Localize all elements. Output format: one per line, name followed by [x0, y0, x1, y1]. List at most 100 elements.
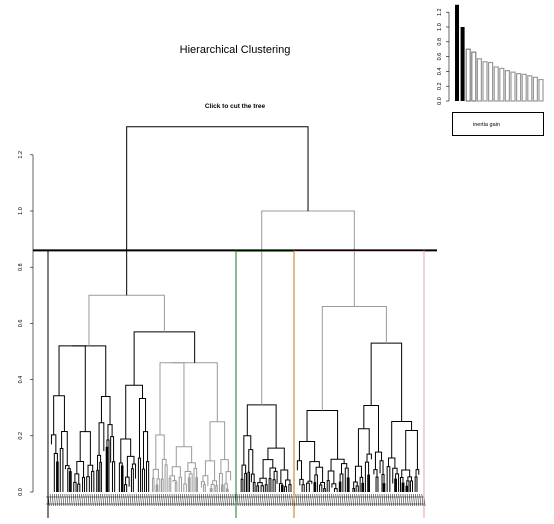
- dendrogram-branch: [285, 479, 291, 487]
- dendrogram-branch: [225, 471, 232, 484]
- dendrogram-branch: [244, 472, 248, 492]
- dendrogram-branch: [267, 447, 285, 470]
- cut-instruction: Click to cut the tree: [204, 103, 266, 110]
- dendrogram-branch: [259, 477, 267, 485]
- dendrogram-branch: [374, 451, 383, 470]
- dendrogram-branch: [284, 486, 288, 492]
- dendrogram-branch: [99, 461, 102, 492]
- dendrogram-branch: [64, 465, 70, 470]
- dendrogram-branch: [187, 462, 196, 472]
- dendrogram-branch: [334, 488, 338, 492]
- dendrogram-branch: [273, 470, 278, 484]
- dendrogram-branch: [79, 431, 91, 466]
- dendrogram-branch: [352, 488, 355, 492]
- inertia-bar: [510, 71, 516, 102]
- dendrogram-branch: [247, 471, 251, 492]
- dendrogram-branch: [268, 478, 272, 492]
- dendrogram-y-tick-label: 1.0: [18, 207, 24, 215]
- inset-y-tick-label: 1.0: [437, 23, 443, 31]
- dendrogram-branch: [156, 478, 161, 492]
- dendrogram-branch: [174, 481, 178, 492]
- dendrogram-branch: [120, 438, 132, 463]
- dendrogram-branch: [50, 434, 57, 454]
- dendrogram-branch: [278, 483, 283, 492]
- inset-y-tick-label: 0.4: [437, 68, 443, 76]
- inertia-legend: inertia gain: [452, 112, 544, 136]
- inset-y-tick-label: 0.6: [437, 53, 443, 61]
- dendrogram-branch: [215, 485, 218, 492]
- inertia-bar: [532, 76, 539, 102]
- dendrogram-branch: [138, 397, 147, 459]
- inertia-bar: [471, 51, 477, 102]
- dendrogram-branch: [355, 485, 359, 492]
- dendrogram-branch: [76, 461, 85, 478]
- dendrogram-branch: [339, 473, 344, 492]
- dendrogram-branch: [125, 384, 144, 439]
- dendrogram-branch: [172, 479, 177, 483]
- dendrogram-branch: [204, 460, 216, 481]
- dendrogram-branch: [61, 431, 68, 466]
- dendrogram-branch: [261, 210, 355, 405]
- dendrogram-branch: [326, 480, 330, 492]
- inset-y-tick-label: 0.8: [437, 38, 443, 46]
- dendrogram-branch: [331, 483, 337, 489]
- dendrogram-branch: [91, 470, 95, 492]
- dendrogram-branch: [175, 446, 193, 467]
- dendrogram-branch: [246, 404, 277, 449]
- dendrogram-branch: [188, 473, 193, 492]
- dendrogram-branch: [218, 473, 223, 492]
- dendrogram-branch: [260, 485, 264, 492]
- dendrogram-y-tick-label: 0.4: [18, 376, 24, 384]
- dendrogram-y-tick-label: 0.2: [18, 432, 24, 440]
- dendrogram-branch: [401, 469, 411, 478]
- dendrogram-branch: [74, 473, 80, 485]
- dendrogram-branch: [370, 342, 403, 422]
- inertia-bar: [460, 27, 465, 101]
- dendrogram-branch: [73, 481, 77, 492]
- dendrogram-branch: [262, 459, 274, 479]
- dendrogram-branch: [72, 345, 107, 397]
- dendrogram-root-branch: [126, 126, 309, 296]
- dendrogram-branch: [375, 476, 379, 492]
- dendrogram-branch: [86, 476, 90, 492]
- inertia-bar: [455, 4, 459, 101]
- dendrogram-branch: [243, 435, 252, 466]
- inset-y-tick-label: 1.2: [437, 8, 443, 16]
- dendrogram-branch: [152, 468, 159, 479]
- inertia-bar: [465, 48, 471, 102]
- dendrogram-branch: [379, 460, 384, 475]
- dendrogram-branch: [319, 484, 323, 492]
- dendrogram-branch: [296, 460, 302, 480]
- dendrogram-branch: [250, 473, 255, 483]
- dendrogram-branch: [183, 483, 187, 492]
- inertia-bar: [476, 58, 482, 102]
- dendrogram-branch: [314, 474, 318, 492]
- dendrogram-branch: [366, 453, 372, 463]
- dendrogram-branch: [88, 294, 165, 346]
- dendrogram-branch: [130, 468, 134, 492]
- dendrogram-branch: [203, 484, 206, 492]
- inertia-bar: [527, 75, 533, 102]
- dendrogram-branch: [58, 345, 86, 432]
- dendrogram-y-tick-label: 1.2: [18, 151, 24, 159]
- dendrogram-branch: [330, 458, 345, 472]
- inertia-bar: [504, 70, 510, 102]
- dendrogram-branch: [357, 428, 370, 467]
- dendrogram-branch: [118, 462, 123, 492]
- dendrogram-branch: [269, 467, 277, 479]
- dendrogram-branch: [133, 331, 196, 386]
- dendrogram-branch: [309, 461, 320, 482]
- dendrogram-branch: [407, 476, 412, 481]
- dendrogram-branch: [323, 488, 326, 492]
- inertia-bar: [521, 73, 527, 102]
- dendrogram-branch: [414, 476, 418, 492]
- dendrogram-branch: [340, 463, 348, 474]
- dendrogram-branch: [87, 464, 94, 477]
- dendrogram-branch: [256, 485, 260, 492]
- dendrogram-branch: [344, 467, 349, 492]
- dendrogram-branch: [307, 480, 313, 484]
- dendrogram-branch: [359, 476, 364, 492]
- dendrogram-y-tick-label: 0.0: [18, 488, 24, 496]
- dendrogram-branch: [240, 478, 244, 492]
